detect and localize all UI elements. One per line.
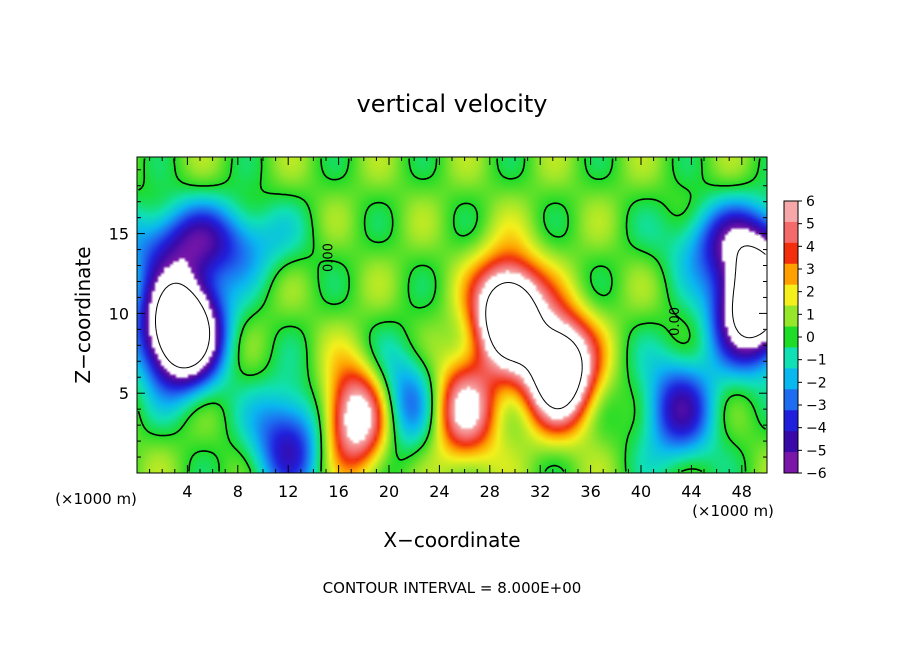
colorbar-swatch-0 (784, 452, 798, 474)
x-axis: 4 8 12 16 20 24 28 32 36 40 44 48 (149, 157, 755, 501)
y-tick-label-5: 5 (119, 384, 129, 403)
colorbar-swatch-5 (784, 347, 798, 369)
colorbar-swatch-4 (784, 368, 798, 390)
colorbar-label-8: −2 (806, 375, 827, 391)
colorbar-label-10: −4 (806, 421, 827, 437)
colorbar-label-7: −1 (806, 353, 827, 369)
colorbar-label-4: 2 (806, 285, 815, 301)
colorbar-label-2: 4 (806, 239, 815, 255)
x-unit-right: (×1000 m) (692, 502, 774, 520)
contour-level-neg8 (155, 245, 766, 369)
colorbar-label-12: −6 (806, 466, 827, 482)
colorbar-label-3: 3 (806, 262, 815, 278)
x-axis-label: X−coordinate (383, 528, 520, 552)
colorbar-label-11: −5 (806, 443, 827, 459)
heatmap-field (137, 157, 767, 473)
x-tick-label-48: 48 (732, 482, 752, 501)
x-tick-label-20: 20 (379, 482, 399, 501)
colorbar-swatch-8 (784, 284, 798, 307)
contour-lines (137, 158, 766, 473)
x-tick-label-8: 8 (233, 482, 243, 501)
contour-label-1: 0.00 (668, 307, 683, 336)
y-axis: 5 10 15 (109, 169, 767, 458)
colorbar-label-6: 0 (806, 330, 815, 346)
colorbar-swatch-7 (784, 305, 798, 328)
contour-level-0 (137, 158, 766, 473)
colorbar-swatch-6 (784, 326, 798, 348)
x-tick-label-32: 32 (530, 482, 550, 501)
contour-label-0: 0.00 (321, 243, 336, 272)
x-tick-label-4: 4 (182, 482, 192, 501)
colorbar-label-5: 1 (806, 307, 815, 323)
colorbar-label-1: 5 (806, 217, 815, 233)
colorbar-swatch-10 (784, 242, 798, 265)
colorbar-label-0: 6 (806, 194, 815, 210)
x-tick-label-12: 12 (278, 482, 298, 501)
x-tick-label-44: 44 (681, 482, 701, 501)
colorbar: 6 5 4 3 2 1 0 −1 −2 −3 −4 −5 −6 (783, 194, 827, 482)
y-axis-label: Z−coordinate (71, 246, 95, 383)
contour-level-8 (485, 282, 583, 410)
x-tick-label-36: 36 (580, 482, 600, 501)
colorbar-swatch-2 (784, 410, 798, 432)
contour-labels: 0.00 0.00 (321, 243, 683, 336)
x-tick-label-28: 28 (480, 482, 500, 501)
x-tick-label-16: 16 (328, 482, 348, 501)
plot-area: 0.00 0.00 (136, 156, 768, 474)
x-tick-label-24: 24 (429, 482, 449, 501)
y-tick-label-10: 10 (109, 304, 129, 323)
x-tick-label-40: 40 (631, 482, 651, 501)
x-unit-left: (×1000 m) (55, 490, 137, 508)
colorbar-swatch-9 (784, 263, 798, 286)
colorbar-swatch-1 (784, 431, 798, 453)
colorbar-swatch-11 (784, 221, 798, 244)
colorbar-swatch-3 (784, 389, 798, 411)
chart-title: vertical velocity (357, 90, 548, 118)
y-tick-label-15: 15 (109, 225, 129, 244)
colorbar-swatch-12 (784, 201, 798, 223)
colorbar-label-9: −3 (806, 398, 827, 414)
contour-interval-footer: CONTOUR INTERVAL = 8.000E+00 (323, 579, 582, 597)
